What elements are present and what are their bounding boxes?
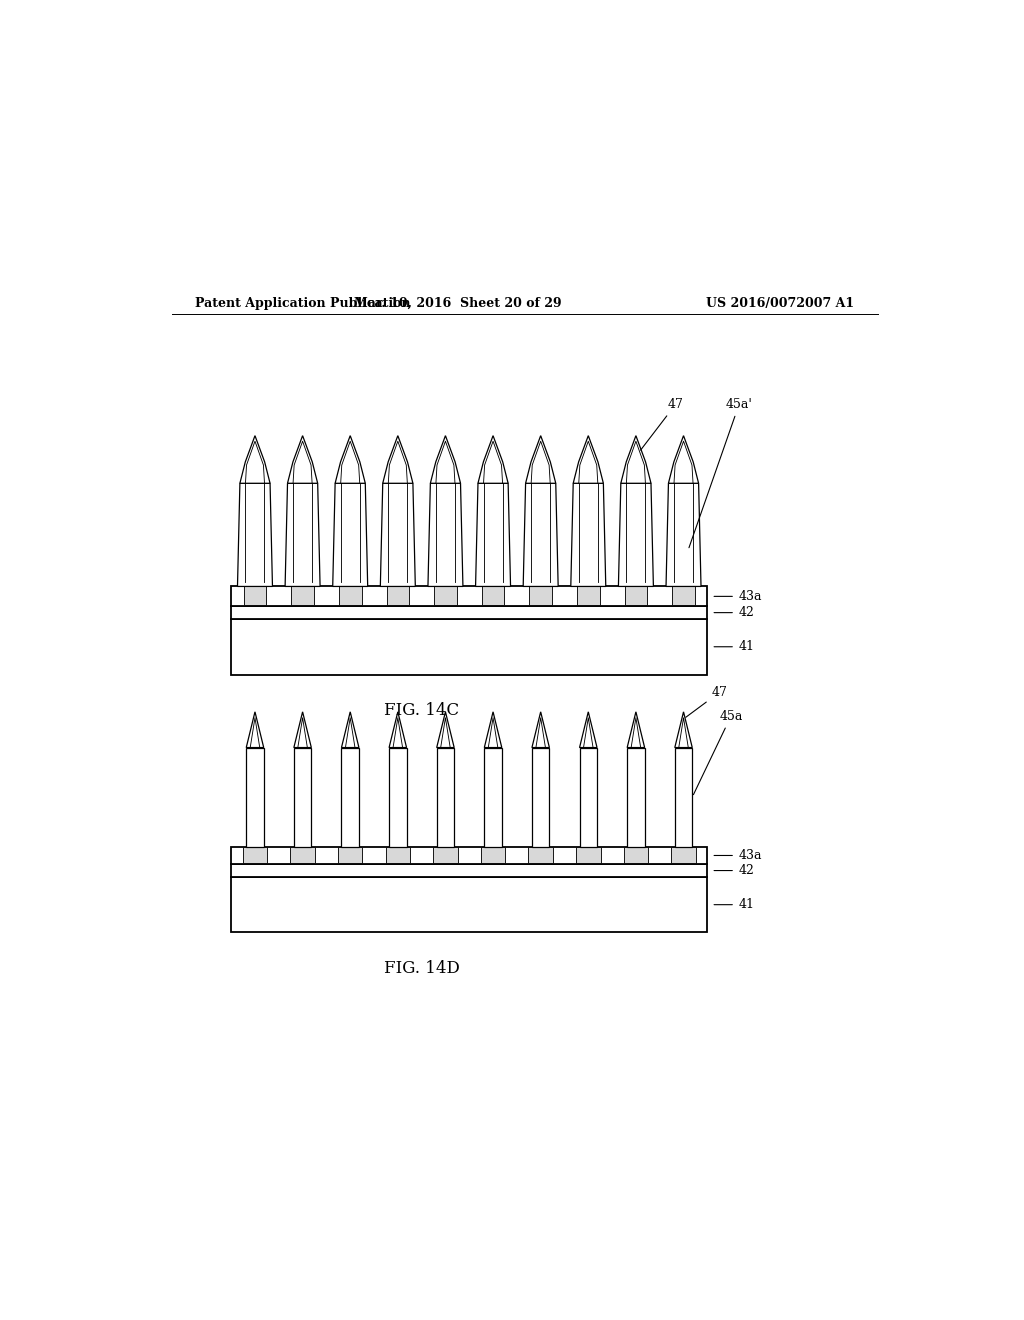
FancyBboxPatch shape [294, 747, 311, 846]
Bar [231, 876, 708, 932]
FancyBboxPatch shape [436, 747, 455, 846]
Text: 42: 42 [739, 865, 755, 876]
Polygon shape [430, 436, 461, 483]
Bar [386, 846, 410, 863]
Polygon shape [246, 711, 264, 747]
Polygon shape [573, 436, 603, 483]
Bar [672, 846, 695, 863]
Bar [481, 586, 505, 606]
Polygon shape [294, 711, 311, 747]
Polygon shape [523, 483, 558, 586]
FancyBboxPatch shape [484, 747, 502, 846]
FancyBboxPatch shape [580, 747, 597, 846]
Text: Mar. 10, 2016  Sheet 20 of 29: Mar. 10, 2016 Sheet 20 of 29 [353, 297, 561, 310]
Bar [434, 586, 457, 606]
Bar [481, 846, 505, 863]
Text: 47: 47 [641, 397, 684, 450]
Polygon shape [580, 711, 597, 747]
Text: FIG. 14C: FIG. 14C [384, 702, 459, 719]
FancyBboxPatch shape [531, 747, 550, 846]
Polygon shape [621, 436, 651, 483]
Bar [577, 586, 600, 606]
Bar [672, 586, 695, 606]
FancyBboxPatch shape [389, 747, 407, 846]
Polygon shape [333, 483, 368, 586]
Bar [433, 846, 458, 863]
FancyBboxPatch shape [675, 747, 692, 846]
Bar [291, 586, 314, 606]
Text: 42: 42 [739, 606, 755, 619]
Bar [244, 586, 266, 606]
Polygon shape [531, 711, 550, 747]
Bar [528, 846, 553, 863]
Polygon shape [428, 483, 463, 586]
Polygon shape [627, 711, 645, 747]
Text: 43a: 43a [739, 590, 763, 603]
Polygon shape [238, 483, 272, 586]
FancyBboxPatch shape [627, 747, 645, 846]
Polygon shape [436, 711, 455, 747]
Polygon shape [484, 711, 502, 747]
Bar [231, 865, 708, 876]
Bar [231, 586, 708, 606]
Bar [231, 846, 708, 865]
Polygon shape [341, 711, 359, 747]
Text: FIG. 14D: FIG. 14D [384, 960, 460, 977]
Polygon shape [380, 483, 416, 586]
Polygon shape [675, 711, 692, 747]
Bar [338, 846, 362, 863]
Bar [231, 606, 708, 619]
Polygon shape [570, 483, 606, 586]
Polygon shape [240, 436, 270, 483]
Bar [339, 586, 361, 606]
Polygon shape [475, 483, 511, 586]
Text: 41: 41 [739, 640, 755, 653]
Polygon shape [288, 436, 317, 483]
Text: US 2016/0072007 A1: US 2016/0072007 A1 [706, 297, 854, 310]
Polygon shape [525, 436, 556, 483]
Bar [231, 619, 708, 675]
Polygon shape [285, 483, 321, 586]
Bar [386, 586, 410, 606]
Bar [624, 846, 648, 863]
Text: Patent Application Publication: Patent Application Publication [196, 297, 411, 310]
Polygon shape [618, 483, 653, 586]
Polygon shape [335, 436, 366, 483]
FancyBboxPatch shape [341, 747, 359, 846]
Text: 45a: 45a [693, 710, 742, 795]
FancyBboxPatch shape [246, 747, 264, 846]
Bar [291, 846, 314, 863]
Bar [243, 846, 267, 863]
Bar [577, 846, 600, 863]
Text: 41: 41 [739, 898, 755, 911]
Text: 47: 47 [686, 686, 727, 717]
Polygon shape [478, 436, 508, 483]
Polygon shape [666, 483, 701, 586]
Bar [529, 586, 552, 606]
Polygon shape [383, 436, 413, 483]
Text: 43a: 43a [739, 849, 763, 862]
Text: 45a': 45a' [689, 397, 753, 548]
Polygon shape [389, 711, 407, 747]
Bar [625, 586, 647, 606]
Polygon shape [669, 436, 698, 483]
